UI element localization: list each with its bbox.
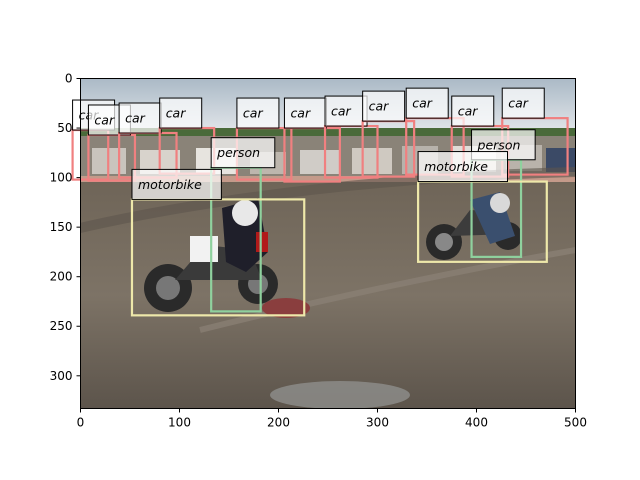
label-text: car <box>508 96 529 111</box>
label-text: car <box>125 111 146 126</box>
label-box <box>236 97 280 129</box>
label-text: car <box>290 106 311 121</box>
y-tick-label: 50 <box>57 121 72 135</box>
x-tick-label: 300 <box>366 416 389 430</box>
label-text: car <box>412 96 433 111</box>
label-text: person <box>477 137 521 152</box>
hedge-line <box>80 128 576 136</box>
detection-car: car <box>361 90 416 178</box>
y-tick-label: 250 <box>50 319 73 333</box>
label-text: person <box>216 145 260 160</box>
label-text: car <box>243 106 264 121</box>
detection-person: person <box>210 137 276 313</box>
track-edge <box>199 247 576 333</box>
label-text: car <box>458 104 479 119</box>
y-tick-label: 150 <box>50 220 73 234</box>
y-tick-label: 200 <box>50 270 73 284</box>
label-box <box>417 151 508 183</box>
motorbike-right <box>426 192 522 260</box>
y-tick-label: 0 <box>65 72 73 86</box>
x-tick-label: 100 <box>168 416 191 430</box>
detection-boxes: carcarcarcarcarcarcarcarcarcarcarpersonp… <box>71 87 569 317</box>
label-text: motorbike <box>424 159 488 174</box>
y-axis: 0 50 100 150 200 250 300 <box>50 72 81 383</box>
label-text: car <box>331 104 352 119</box>
label-text: car <box>369 99 390 114</box>
puddle <box>270 381 410 409</box>
x-tick-label: 200 <box>267 416 290 430</box>
label-box <box>210 137 276 169</box>
detection-motorbike: motorbike <box>130 168 306 317</box>
label-box <box>451 95 495 127</box>
label-box <box>501 87 545 119</box>
tire-marker <box>262 298 310 318</box>
label-box <box>324 95 368 127</box>
detection-car: car <box>118 102 178 179</box>
detection-car: car <box>323 95 379 179</box>
x-tick-label: 400 <box>465 416 488 430</box>
detection-car: car <box>283 97 341 183</box>
detection-car: car <box>501 87 569 176</box>
label-box <box>159 97 203 129</box>
x-tick-label: 500 <box>564 416 587 430</box>
detection-motorbike: motorbike <box>416 151 548 263</box>
label-box <box>362 90 406 122</box>
detection-car: car <box>450 95 510 178</box>
label-text: car <box>166 106 187 121</box>
label-text: motorbike <box>138 177 202 192</box>
axes-frame <box>80 78 576 409</box>
photo <box>80 78 576 409</box>
label-box <box>131 168 222 200</box>
y-tick-label: 100 <box>50 171 73 185</box>
x-axis: 0 100 200 300 400 500 <box>77 408 587 430</box>
label-text: car <box>94 112 115 127</box>
motorbike-left <box>144 198 278 312</box>
y-tick-label: 300 <box>50 369 73 383</box>
x-tick-label: 0 <box>77 416 85 430</box>
detection-car: car <box>235 97 293 181</box>
label-box <box>405 87 449 119</box>
fence <box>80 176 576 182</box>
